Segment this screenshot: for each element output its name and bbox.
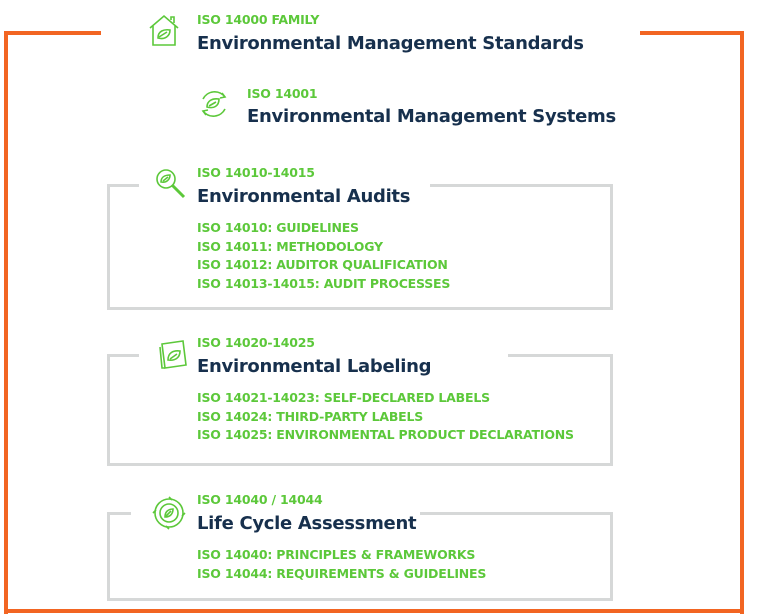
frame-right [740,31,744,614]
house-leaf-icon [149,14,179,46]
box-bottom [107,598,613,601]
section-items: ISO 14021-14023: SELF-DECLARED LABELS IS… [197,389,574,445]
header-label: ISO 14000 FAMILY [197,12,320,27]
list-item: ISO 14011: METHODOLOGY [197,238,383,254]
box-top-left [107,512,131,515]
box-left [107,512,110,601]
box-top-right [420,512,613,515]
box-top-right [508,354,613,357]
list-item: ISO 14025: ENVIRONMENTAL PRODUCT DECLARA… [197,427,574,442]
section-label: ISO 14040 / 14044 [197,492,323,507]
list-item: ISO 14040: PRINCIPLES & FRAMEWORKS [197,547,476,562]
frame-top-left [4,31,101,35]
list-item: ISO 14021-14023: SELF-DECLARED LABELS [197,390,490,405]
section-items: ISO 14010: GUIDELINES ISO 14011: METHODO… [197,219,450,293]
box-right [610,512,613,601]
core-label: ISO 14001 [247,86,318,101]
list-item: ISO 14012: AUDITOR QUALIFICATION [197,257,448,272]
section-title: Life Cycle Assessment [197,513,417,534]
frame-left [4,31,8,614]
box-top-left [107,354,139,357]
box-right [610,184,613,310]
list-item: ISO 14024: THIRD-PARTY LABELS [197,408,424,424]
box-left [107,354,110,466]
lifecycle-leaf-icon [152,496,186,530]
list-item: ISO 14044: REQUIREMENTS & GUIDELINES [197,565,487,581]
section-title: Environmental Audits [197,186,411,207]
frame-bottom [4,609,744,613]
box-top-left [107,184,139,187]
frame-top-right [640,31,744,35]
box-left [107,184,110,310]
section-label: ISO 14010-14015 [197,165,315,180]
box-bottom [107,307,613,310]
list-item: ISO 14010: GUIDELINES [197,220,359,235]
core-title: Environmental Management Systems [247,106,616,127]
leaf-cycle-icon [201,91,227,117]
label-leaf-icon [159,340,187,369]
section-items: ISO 14040: PRINCIPLES & FRAMEWORKS ISO 1… [197,546,486,583]
section-title: Environmental Labeling [197,356,432,377]
box-top-right [430,184,613,187]
box-right [610,354,613,466]
section-label: ISO 14020-14025 [197,335,315,350]
box-bottom [107,463,613,466]
header-title: Environmental Management Standards [197,33,584,54]
list-item: ISO 14013-14015: AUDIT PROCESSES [197,275,451,291]
magnifier-leaf-icon [156,169,186,199]
